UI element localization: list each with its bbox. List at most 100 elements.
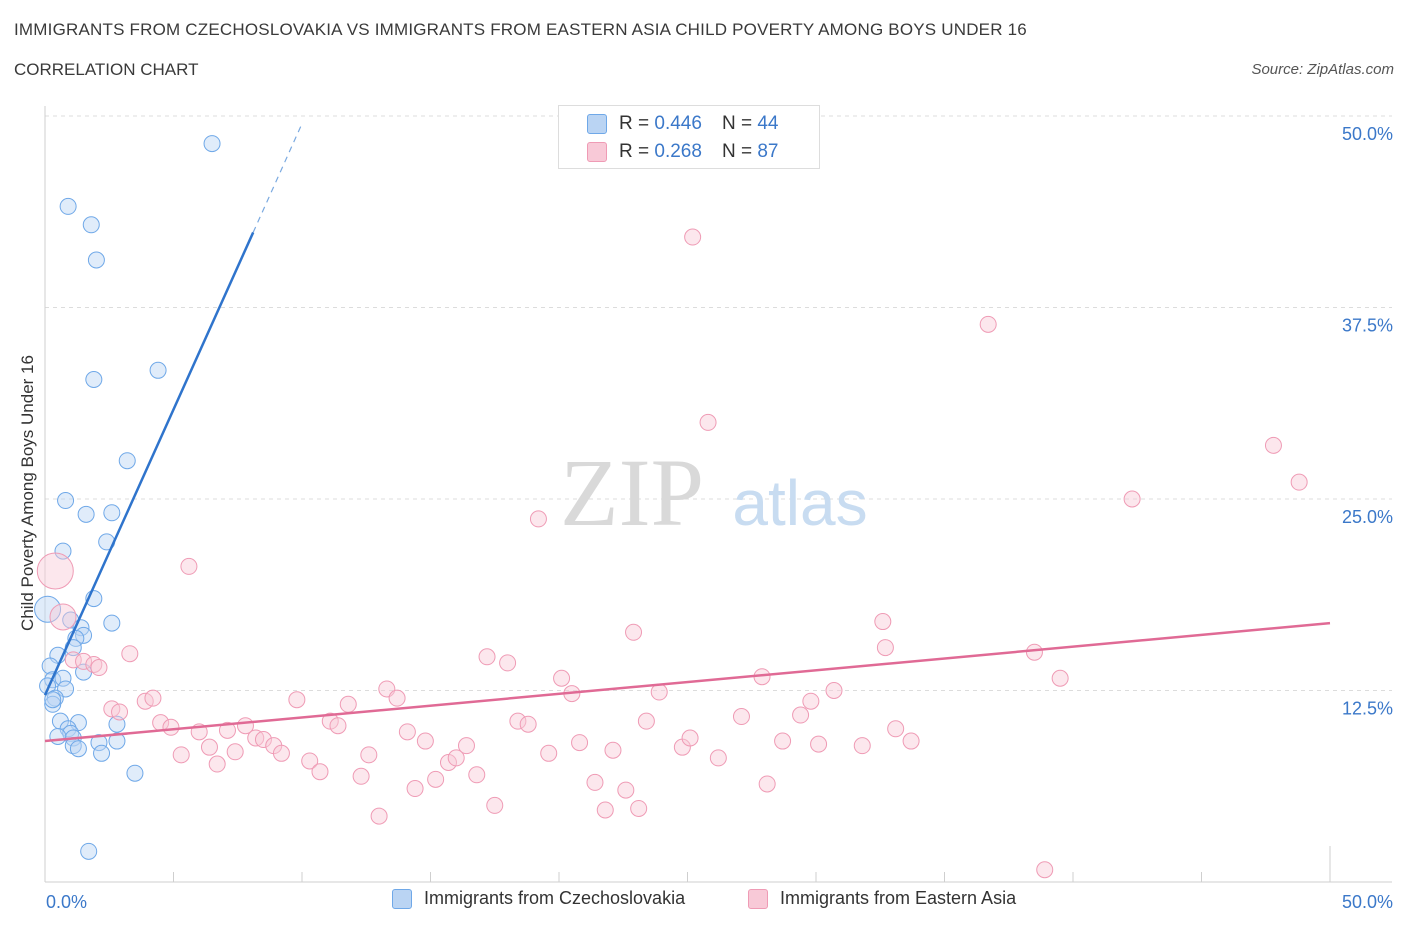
bottom-legend-swatch-pink [748, 888, 768, 909]
czechoslovakia-point [49, 727, 67, 745]
eastern-asia-point [218, 721, 236, 739]
source-label: Source: ZipAtlas.com [1251, 61, 1394, 78]
watermark: ZIP atlas [560, 439, 868, 546]
czechoslovakia-point [126, 764, 144, 782]
legend-r-value: 0.446 [654, 113, 702, 134]
eastern-asia-point [774, 732, 792, 750]
eastern-asia-point [352, 767, 370, 785]
czechoslovakia-point [69, 740, 87, 758]
eastern-asia-point [468, 766, 486, 784]
eastern-asia-point [709, 749, 727, 767]
eastern-asia-point [180, 557, 198, 575]
czechoslovakia-point [80, 842, 98, 860]
eastern-asia-point [499, 654, 517, 672]
eastern-asia-point [586, 773, 604, 791]
legend-n-label: N = [721, 141, 753, 162]
eastern-asia-point [1036, 861, 1054, 879]
eastern-asia-point [457, 737, 475, 755]
eastern-asia-point [509, 712, 527, 730]
axes [44, 106, 1392, 883]
legend-r-label: R = [619, 141, 650, 162]
legend-r-label: R = [619, 113, 650, 134]
eastern-asia-point [553, 669, 571, 687]
eastern-asia-point [887, 720, 905, 738]
czechoslovakia-point [103, 614, 121, 632]
eastern-asia-point [681, 729, 699, 747]
eastern-asia-point [416, 732, 434, 750]
legend-n-value: 44 [757, 113, 779, 134]
eastern-asia-point [596, 801, 614, 819]
chart-subtitle: CORRELATION CHART [14, 60, 199, 79]
eastern-asia-point [311, 763, 329, 781]
eastern-asia-point [111, 703, 129, 721]
eastern-asia-point [604, 741, 622, 759]
eastern-asia-trend-line [44, 621, 1331, 743]
czechoslovakia-point [149, 361, 167, 379]
eastern-asia-point [388, 689, 406, 707]
eastern-asia-point [447, 749, 465, 767]
eastern-asia-point [301, 752, 319, 770]
chart-title: IMMIGRANTS FROM CZECHOSLOVAKIA VS IMMIGR… [14, 20, 1027, 39]
eastern-asia-point [684, 228, 702, 246]
x-tick-label: 50.0% [1342, 892, 1393, 912]
czechoslovakia-point [85, 371, 103, 389]
czechoslovakia-point [59, 197, 77, 215]
tick-labels: 12.5% 25.0% 37.5% 50.0% 0.0% 50.0% [46, 124, 1393, 912]
eastern-asia-point [732, 708, 750, 726]
data-points [34, 135, 1308, 879]
eastern-asia-point [571, 734, 589, 752]
czechoslovakia-point [54, 669, 72, 687]
eastern-asia-point [540, 744, 558, 762]
eastern-asia-point [162, 718, 180, 736]
eastern-asia-point [272, 744, 290, 762]
eastern-asia-point [758, 775, 776, 793]
czechoslovakia-point [118, 452, 136, 470]
eastern-asia-point [1290, 473, 1308, 491]
czechoslovakia-point [203, 135, 221, 153]
eastern-asia-point [902, 732, 920, 750]
watermark-zip: ZIP [560, 439, 704, 546]
y-tick-label: 37.5% [1342, 316, 1393, 336]
bottom-legend-eastern-asia: Immigrants from Eastern Asia [748, 888, 1016, 909]
eastern-asia-point [802, 692, 820, 710]
stats-legend: R = 0.446 N = 44 R = 0.268 N = 87 [558, 105, 820, 169]
watermark-atlas: atlas [732, 467, 867, 539]
eastern-asia-point [75, 652, 93, 670]
czechoslovakia-trend-extension [252, 123, 303, 233]
eastern-asia-point [49, 603, 77, 631]
czechoslovakia-point [93, 744, 111, 762]
eastern-asia-point [398, 723, 416, 741]
y-tick-label: 25.0% [1342, 507, 1393, 527]
legend-r-value: 0.268 [654, 141, 702, 162]
eastern-asia-point [876, 639, 894, 657]
eastern-asia-point [406, 780, 424, 798]
eastern-asia-point [36, 552, 74, 590]
eastern-asia-point [360, 746, 378, 764]
legend-n-value: 87 [757, 141, 779, 162]
czechoslovakia-point [108, 732, 126, 750]
eastern-asia-point [208, 755, 226, 773]
legend-row-eastern-asia: R = 0.268 N = 87 [587, 140, 778, 164]
eastern-asia-point [810, 735, 828, 753]
eastern-asia-point [519, 715, 537, 733]
legend-swatch-pink [587, 142, 607, 162]
eastern-asia-point [792, 706, 810, 724]
eastern-asia-point [699, 413, 717, 431]
y-tick-label: 50.0% [1342, 124, 1393, 144]
x-tick-label: 0.0% [46, 892, 87, 912]
eastern-asia-point [1123, 490, 1141, 508]
bottom-legend-czechoslovakia: Immigrants from Czechoslovakia [392, 888, 685, 909]
czechoslovakia-point [44, 695, 62, 713]
eastern-asia-point [254, 731, 272, 749]
trend-lines [43, 123, 1331, 743]
eastern-asia-point [1051, 669, 1069, 687]
legend-swatch-blue [587, 114, 607, 134]
y-tick-label: 12.5% [1342, 699, 1393, 719]
eastern-asia-point [625, 623, 643, 641]
eastern-asia-point [90, 659, 108, 677]
y-axis-label: Child Poverty Among Boys Under 16 [18, 355, 37, 631]
czechoslovakia-point [87, 251, 105, 269]
eastern-asia-point [200, 738, 218, 756]
eastern-asia-point [1264, 436, 1282, 454]
eastern-asia-point [529, 510, 547, 528]
